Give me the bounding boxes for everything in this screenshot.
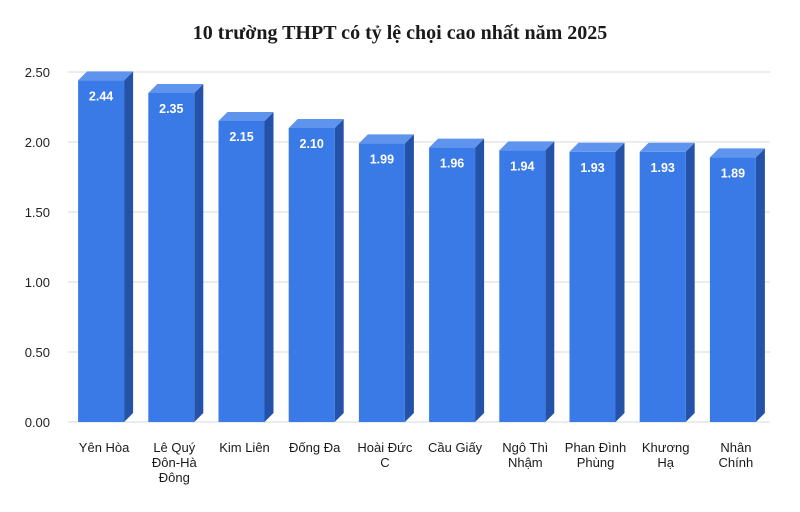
bar-top bbox=[429, 138, 485, 148]
bar-side bbox=[404, 134, 414, 422]
y-tick-label: 0.00 bbox=[25, 415, 50, 430]
bar-front bbox=[218, 121, 265, 422]
bar-front bbox=[358, 143, 405, 422]
x-category-label: Lê Quý bbox=[153, 440, 195, 455]
bar-front bbox=[639, 151, 686, 423]
data-label: 1.89 bbox=[721, 166, 745, 180]
bar-front bbox=[429, 147, 476, 422]
bar-side bbox=[475, 138, 485, 422]
bar: 1.93 bbox=[639, 142, 695, 423]
x-category-label: Khương bbox=[642, 440, 690, 455]
bar-front bbox=[499, 150, 546, 422]
bar-side bbox=[264, 112, 274, 422]
bar-top bbox=[288, 119, 344, 128]
bar: 1.89 bbox=[709, 148, 765, 422]
bar-side bbox=[194, 84, 204, 422]
x-category-label: Hoài Đức bbox=[357, 440, 412, 455]
x-category-label: Nhân bbox=[720, 440, 751, 455]
bar: 2.44 bbox=[78, 71, 134, 423]
x-category-label: Yên Hòa bbox=[79, 440, 130, 455]
bar: 2.10 bbox=[288, 119, 344, 422]
bar: 1.96 bbox=[429, 138, 485, 422]
data-label: 1.94 bbox=[510, 159, 534, 173]
x-category-label: Ngô Thì bbox=[502, 440, 548, 455]
x-category-label: C bbox=[380, 455, 389, 470]
data-label: 2.15 bbox=[229, 130, 253, 144]
chart-title: 10 trường THPT có tỷ lệ chọi cao nhất nă… bbox=[192, 22, 608, 44]
bar-front bbox=[709, 157, 756, 422]
bar-side bbox=[615, 142, 625, 423]
x-category-label: Hạ bbox=[657, 455, 674, 470]
data-label: 2.35 bbox=[159, 102, 183, 116]
y-tick-label: 0.50 bbox=[25, 345, 50, 360]
bar-front bbox=[78, 80, 125, 423]
bar-top bbox=[78, 71, 134, 81]
bar-side bbox=[334, 119, 344, 422]
data-label: 2.10 bbox=[300, 137, 324, 151]
data-label: 1.93 bbox=[651, 161, 675, 175]
x-category-label: Kim Liên bbox=[219, 440, 270, 455]
bar: 1.99 bbox=[358, 134, 414, 422]
data-label: 2.44 bbox=[89, 89, 113, 103]
bar-top bbox=[499, 141, 555, 151]
bar-side bbox=[755, 148, 765, 422]
x-category-label: Chính bbox=[719, 455, 754, 470]
bar-top bbox=[569, 142, 625, 152]
bar-side bbox=[685, 142, 695, 423]
x-category-label: Cầu Giấy bbox=[428, 440, 483, 455]
y-tick-label: 2.50 bbox=[25, 65, 50, 80]
data-label: 1.96 bbox=[440, 157, 464, 171]
x-category-label: Đông bbox=[159, 470, 190, 485]
x-category-label: Đống Đa bbox=[289, 440, 341, 455]
bar-top bbox=[148, 84, 204, 93]
bar-front bbox=[569, 151, 616, 423]
bar: 2.15 bbox=[218, 112, 274, 422]
bar-top bbox=[218, 112, 274, 121]
bar: 1.94 bbox=[499, 141, 555, 422]
data-label: 1.93 bbox=[580, 161, 604, 175]
x-category-label: Phan Đình bbox=[565, 440, 626, 455]
x-category-label: Nhậm bbox=[508, 455, 543, 470]
bar: 2.35 bbox=[148, 84, 204, 422]
y-tick-label: 1.50 bbox=[25, 205, 50, 220]
bar-front bbox=[288, 128, 335, 422]
x-category-label: Phùng bbox=[577, 455, 615, 470]
data-label: 1.99 bbox=[370, 152, 394, 166]
x-category-label: Đôn-Hà bbox=[152, 455, 198, 470]
bar-top bbox=[358, 134, 414, 144]
bar: 1.93 bbox=[569, 142, 625, 423]
bar-top bbox=[709, 148, 765, 158]
y-tick-label: 1.00 bbox=[25, 275, 50, 290]
bar-top bbox=[639, 142, 695, 152]
y-tick-label: 2.00 bbox=[25, 135, 50, 150]
bar-side bbox=[545, 141, 555, 422]
bar-front bbox=[148, 93, 195, 422]
bar-side bbox=[124, 71, 134, 423]
